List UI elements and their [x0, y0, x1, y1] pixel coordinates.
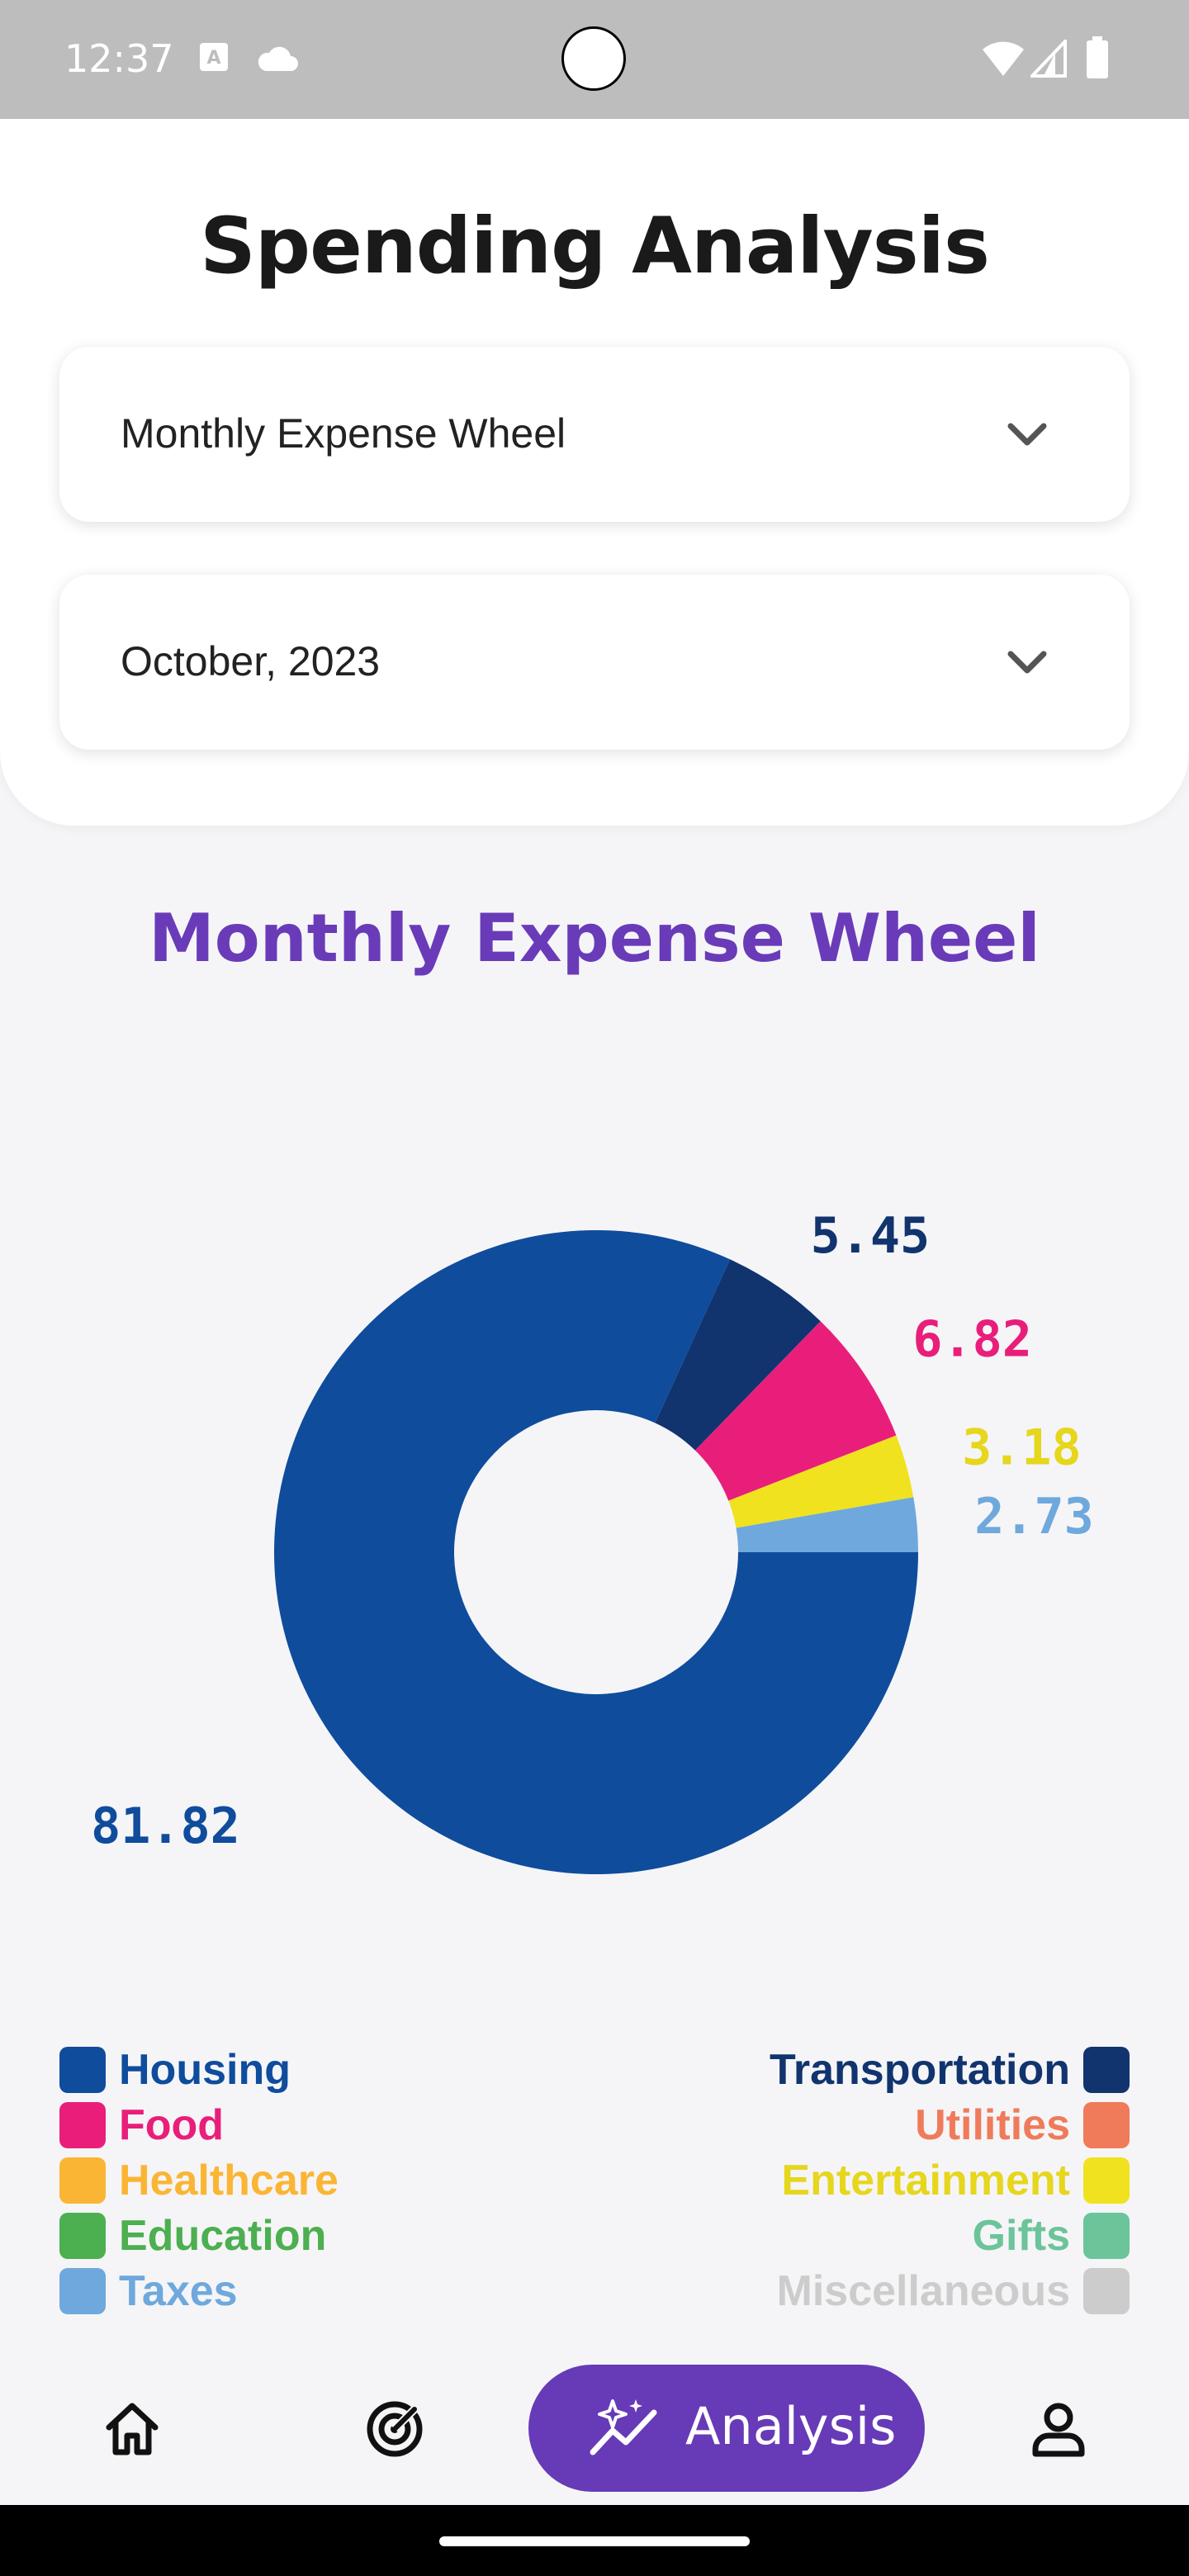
- data-label-housing: 81.82: [91, 1797, 240, 1855]
- chart-title: Monthly Expense Wheel: [149, 900, 1040, 977]
- legend-label: Utilities: [915, 2101, 1070, 2149]
- wifi-icon: [983, 41, 1024, 76]
- system-gesture-bar: [0, 2505, 1189, 2576]
- status-time: 12:37: [64, 36, 174, 81]
- donut-slice-housing: [273, 1230, 919, 1874]
- home-icon[interactable]: [102, 2399, 162, 2459]
- legend-item-taxes: Taxes: [59, 2267, 238, 2315]
- status-bar: 12:37 A: [0, 0, 1189, 119]
- donut-slice-transportation: [655, 1259, 821, 1451]
- battery-icon: [1087, 36, 1108, 78]
- legend-swatch: [1083, 2157, 1130, 2204]
- legend-item-miscellaneous: Miscellaneous: [777, 2267, 1130, 2315]
- legend-item-utilities: Utilities: [915, 2101, 1130, 2149]
- keyboard-icon: A: [200, 43, 228, 71]
- month-dropdown[interactable]: October, 2023: [59, 575, 1130, 750]
- donut-slice-food: [694, 1321, 897, 1501]
- nav-analysis-button[interactable]: Analysis: [528, 2365, 925, 2492]
- page-title: Spending Analysis: [200, 201, 990, 291]
- chart-type-value: Monthly Expense Wheel: [121, 410, 566, 457]
- signal-icon: [1030, 40, 1067, 78]
- bottom-navigation: Analysis: [0, 2351, 1189, 2505]
- legend-swatch: [59, 2102, 106, 2148]
- filter-panel: Spending Analysis Monthly Expense Wheel …: [0, 119, 1189, 826]
- data-label-entertainment: 3.18: [962, 1418, 1082, 1476]
- legend-swatch: [59, 2047, 106, 2093]
- chevron-down-icon: [1007, 423, 1047, 446]
- gesture-handle[interactable]: [439, 2536, 750, 2546]
- camera-cutout: [561, 26, 626, 91]
- legend-item-transportation: Transportation: [770, 2046, 1130, 2094]
- donut-slice-taxes: [736, 1497, 919, 1552]
- profile-icon[interactable]: [1029, 2399, 1088, 2459]
- nav-analysis-label: Analysis: [685, 2396, 897, 2456]
- legend-swatch: [59, 2213, 106, 2259]
- legend-item-healthcare: Healthcare: [59, 2157, 339, 2204]
- legend-label: Food: [119, 2101, 225, 2149]
- legend-swatch: [1083, 2268, 1130, 2314]
- legend-label: Healthcare: [119, 2157, 339, 2204]
- month-value: October, 2023: [121, 638, 381, 684]
- legend-item-housing: Housing: [59, 2046, 291, 2094]
- legend-item-gifts: Gifts: [973, 2212, 1130, 2260]
- legend-swatch: [59, 2157, 106, 2204]
- chart-type-dropdown[interactable]: Monthly Expense Wheel: [59, 347, 1130, 522]
- legend-label: Education: [119, 2212, 327, 2260]
- cloud-icon: [258, 46, 298, 71]
- data-label-transportation: 5.45: [811, 1207, 931, 1265]
- legend-item-education: Education: [59, 2212, 326, 2260]
- legend-label: Miscellaneous: [776, 2267, 1070, 2315]
- legend-item-entertainment: Entertainment: [781, 2157, 1130, 2204]
- data-label-taxes: 2.73: [974, 1488, 1094, 1546]
- legend-label: Entertainment: [781, 2157, 1070, 2204]
- legend-item-food: Food: [59, 2101, 224, 2149]
- svg-text:A: A: [206, 48, 220, 69]
- expense-donut-chart: 81.82 5.45 6.82 3.18 2.73: [91, 1207, 1094, 1874]
- legend-label: Transportation: [769, 2046, 1070, 2094]
- chevron-down-icon: [1007, 651, 1047, 674]
- analysis-icon: [590, 2399, 657, 2455]
- legend-swatch: [59, 2268, 106, 2314]
- legend-swatch: [1083, 2213, 1130, 2259]
- legend-label: Housing: [119, 2046, 291, 2094]
- radar-icon[interactable]: [365, 2399, 424, 2459]
- legend-label: Gifts: [972, 2212, 1070, 2260]
- legend-swatch: [1083, 2102, 1130, 2148]
- donut-slice-entertainment: [728, 1435, 914, 1528]
- legend-label: Taxes: [119, 2267, 238, 2315]
- legend-swatch: [1083, 2047, 1130, 2093]
- data-label-food: 6.82: [912, 1310, 1032, 1368]
